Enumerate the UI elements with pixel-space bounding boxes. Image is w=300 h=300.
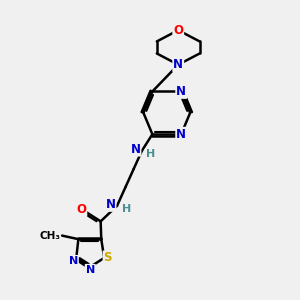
Text: S: S xyxy=(103,251,112,264)
Text: O: O xyxy=(76,203,86,216)
Text: N: N xyxy=(106,198,116,211)
Text: N: N xyxy=(173,58,183,71)
Text: N: N xyxy=(130,142,140,156)
Text: H: H xyxy=(146,149,155,159)
Text: N: N xyxy=(85,265,95,275)
Text: H: H xyxy=(122,204,131,214)
Text: N: N xyxy=(69,256,78,266)
Text: N: N xyxy=(176,128,186,141)
Text: CH₃: CH₃ xyxy=(40,231,61,241)
Text: O: O xyxy=(173,24,183,37)
Text: N: N xyxy=(176,85,186,98)
